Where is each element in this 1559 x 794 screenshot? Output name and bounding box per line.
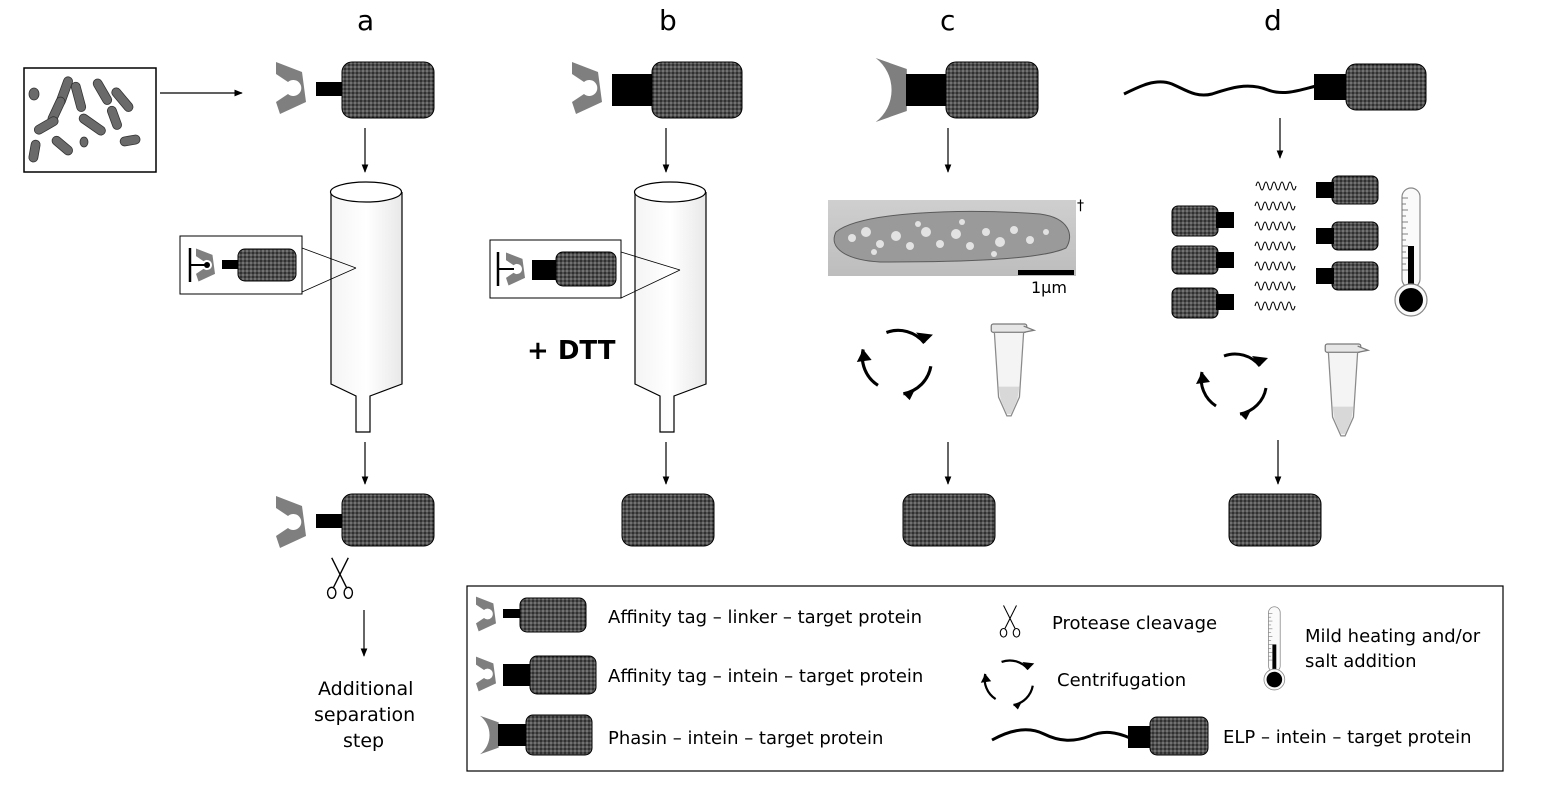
scissors-icon xyxy=(326,557,354,600)
phb-granule-micrograph xyxy=(828,200,1076,276)
additional-step-line-1: Additional xyxy=(318,678,414,700)
target-protein-b xyxy=(621,493,715,547)
scale-bar-label: 1µm xyxy=(1031,278,1067,297)
legend-protease-label: Protease cleavage xyxy=(1052,613,1218,634)
additional-step-line-3: step xyxy=(343,730,385,752)
tube-icon-c xyxy=(990,323,1035,417)
target-protein-c xyxy=(902,493,996,547)
bacteria-micrograph xyxy=(23,67,157,173)
column-b xyxy=(489,181,707,433)
legend-heating-label-2: salt addition xyxy=(1305,651,1417,672)
construct-elp-intein-d-top xyxy=(1123,63,1427,111)
centrifugation-icon-d xyxy=(1194,352,1270,422)
panel-label-c: c xyxy=(940,4,956,37)
centrifugation-icon-c xyxy=(855,328,935,402)
column-a xyxy=(179,181,403,433)
legend-elp-intein-glyph xyxy=(991,716,1209,756)
construct-affinity-linker-a-top xyxy=(276,61,435,119)
construct-phasin-intein-c-top xyxy=(875,58,1039,122)
panel-label-d: d xyxy=(1264,4,1282,37)
dtt-label: + DTT xyxy=(527,336,616,366)
legend-affinity-intein-label: Affinity tag – intein – target protein xyxy=(608,666,924,687)
panel-label-b: b xyxy=(659,4,677,37)
legend-affinity-linker-glyph xyxy=(476,596,587,633)
legend-elp-intein-label: ELP – intein – target protein xyxy=(1223,727,1472,748)
bound-construct-b xyxy=(496,251,617,287)
thermometer-icon-d xyxy=(1394,187,1428,317)
legend-affinity-intein-glyph xyxy=(476,655,597,695)
legend-centrifugation-label: Centrifugation xyxy=(1057,670,1187,691)
construct-affinity-intein-b-top xyxy=(572,61,743,119)
legend-phasin-intein-glyph xyxy=(480,714,593,756)
target-protein-d xyxy=(1228,493,1322,547)
panel-label-a: a xyxy=(357,4,375,37)
tube-icon-d xyxy=(1324,343,1369,437)
legend-affinity-linker-label: Affinity tag – linker – target protein xyxy=(608,607,923,628)
construct-affinity-linker-a-eluted xyxy=(276,493,435,548)
legend-heating-label-1: Mild heating and/or xyxy=(1305,626,1481,647)
additional-step-line-2: separation xyxy=(314,704,416,726)
legend-phasin-intein-label: Phasin – intein – target protein xyxy=(608,728,884,749)
bound-construct-a xyxy=(188,248,297,282)
elp-aggregates xyxy=(1171,175,1379,319)
micrograph-dagger: † xyxy=(1077,198,1084,214)
